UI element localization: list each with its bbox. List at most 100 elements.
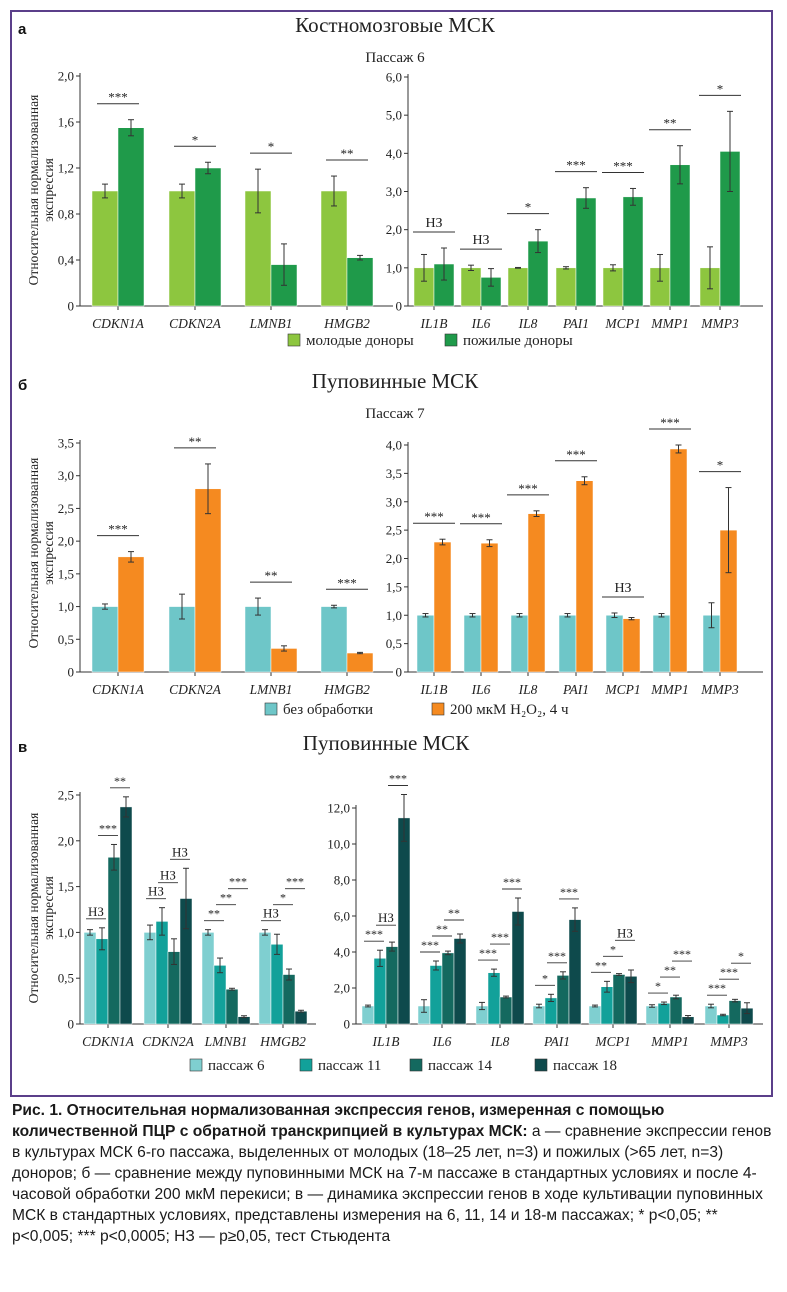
legend-swatch bbox=[264, 702, 278, 716]
bar bbox=[657, 1003, 671, 1025]
bar bbox=[397, 817, 411, 1025]
bar bbox=[669, 996, 683, 1025]
legend-label: пассаж 6 bbox=[208, 1058, 265, 1074]
bar bbox=[361, 1005, 375, 1025]
bar bbox=[480, 542, 499, 673]
bar bbox=[669, 448, 688, 673]
significance-label: *** bbox=[518, 481, 538, 496]
bar bbox=[213, 965, 227, 1025]
y-tick-label: 1,0 bbox=[386, 608, 402, 623]
x-tick-label: PAI1 bbox=[562, 316, 589, 331]
panel-title: Пуповинные МСК bbox=[303, 731, 470, 755]
x-tick-label: IL1B bbox=[420, 316, 448, 331]
bar bbox=[499, 996, 513, 1025]
bar bbox=[155, 921, 169, 1025]
legend-label: пожилые доноры bbox=[463, 333, 573, 349]
x-tick-label: HMGB2 bbox=[323, 682, 370, 697]
x-tick-label: CDKN2A bbox=[142, 1034, 195, 1049]
panel-title: Костномозговые МСК bbox=[295, 13, 496, 37]
x-tick-label: LMNB1 bbox=[249, 316, 293, 331]
bar bbox=[373, 958, 387, 1025]
y-tick-label: 3,0 bbox=[386, 494, 402, 509]
bar bbox=[294, 1010, 308, 1025]
bar bbox=[558, 615, 577, 673]
significance-label: * bbox=[192, 132, 199, 147]
y-tick-label: 2,0 bbox=[386, 551, 402, 566]
bar bbox=[507, 267, 529, 307]
y-tick-label: 3,0 bbox=[386, 184, 402, 199]
panel-letter: в bbox=[18, 739, 27, 756]
y-tick-label: 10,0 bbox=[327, 837, 350, 852]
y-tick-label: 0 bbox=[396, 665, 403, 680]
y-tick-label: 6,0 bbox=[386, 70, 402, 85]
y-tick-label: 3,5 bbox=[58, 436, 74, 451]
significance-label: ** bbox=[220, 891, 232, 905]
x-tick-label: MCP1 bbox=[604, 682, 640, 697]
y-tick-label: 3,0 bbox=[58, 468, 74, 483]
legend-swatch bbox=[287, 333, 301, 347]
x-tick-label: HMGB2 bbox=[259, 1034, 306, 1049]
y-tick-label: 2,0 bbox=[58, 833, 74, 848]
y-tick-label: 12,0 bbox=[327, 801, 350, 816]
legend-swatch bbox=[431, 702, 445, 716]
y-tick-label: 1,6 bbox=[58, 115, 75, 130]
bar bbox=[453, 938, 467, 1025]
x-tick-label: LMNB1 bbox=[204, 1034, 248, 1049]
significance-label: НЗ bbox=[378, 910, 394, 925]
panel-subtitle: Пассаж 6 bbox=[365, 50, 425, 66]
significance-label: *** bbox=[566, 158, 586, 173]
y-tick-label: 4,0 bbox=[386, 146, 402, 161]
significance-label: *** bbox=[503, 875, 521, 889]
significance-label: *** bbox=[471, 510, 491, 525]
y-tick-label: 0 bbox=[68, 299, 75, 314]
x-tick-label: MMP3 bbox=[700, 316, 739, 331]
y-tick-label: 8,0 bbox=[334, 873, 350, 888]
y-tick-label: 2,0 bbox=[334, 981, 350, 996]
y-tick-label: 2,5 bbox=[58, 501, 74, 516]
y-tick-label: 0,5 bbox=[386, 636, 402, 651]
bar bbox=[143, 932, 157, 1025]
significance-label: ** bbox=[189, 434, 202, 449]
bar bbox=[575, 480, 594, 673]
significance-label: * bbox=[542, 971, 548, 985]
panel-letter: б bbox=[18, 377, 27, 394]
significance-label: НЗ bbox=[88, 904, 104, 919]
x-tick-label: IL1B bbox=[420, 682, 448, 697]
bar bbox=[605, 615, 624, 673]
bar bbox=[194, 488, 222, 673]
x-tick-label: MMP1 bbox=[650, 316, 689, 331]
legend-swatch bbox=[409, 1058, 423, 1072]
bar bbox=[652, 615, 671, 673]
x-tick-label: PAI1 bbox=[543, 1034, 570, 1049]
significance-label: * bbox=[525, 200, 532, 215]
legend-label: без обработки bbox=[283, 702, 373, 718]
y-axis-label: Относительная нормализованнаяэкспрессия bbox=[26, 458, 56, 649]
significance-label: * bbox=[717, 81, 724, 96]
caption-body: а — сравнение экспрессии генов в культур… bbox=[12, 1123, 772, 1245]
x-tick-label: MCP1 bbox=[604, 316, 640, 331]
y-axis-label: Относительная нормализованнаяэкспрессия bbox=[26, 95, 56, 286]
x-tick-label: CDKN1A bbox=[82, 1034, 135, 1049]
significance-label: НЗ bbox=[617, 925, 633, 940]
figure-frame bbox=[10, 10, 773, 1097]
x-tick-label: CDKN1A bbox=[92, 316, 145, 331]
legend-label: пассаж 14 bbox=[428, 1058, 492, 1074]
significance-label: *** bbox=[479, 946, 497, 960]
significance-label: *** bbox=[720, 965, 738, 979]
bar bbox=[385, 946, 399, 1025]
x-tick-label: MMP1 bbox=[650, 682, 689, 697]
bar bbox=[83, 932, 97, 1025]
y-tick-label: 5,0 bbox=[386, 108, 402, 123]
bar bbox=[463, 615, 482, 673]
y-tick-label: 4,0 bbox=[334, 945, 350, 960]
bar bbox=[622, 196, 644, 307]
y-tick-label: 1,2 bbox=[58, 161, 74, 176]
x-tick-label: IL8 bbox=[518, 682, 538, 697]
significance-label: *** bbox=[673, 947, 691, 961]
significance-label: *** bbox=[108, 90, 128, 105]
legend-label: 200 мкМ H₂O₂, 4 ч bbox=[450, 702, 569, 718]
significance-label: ** bbox=[265, 568, 278, 583]
significance-label: ** bbox=[448, 906, 460, 920]
bar bbox=[433, 541, 452, 673]
y-tick-label: 0,4 bbox=[58, 253, 75, 268]
